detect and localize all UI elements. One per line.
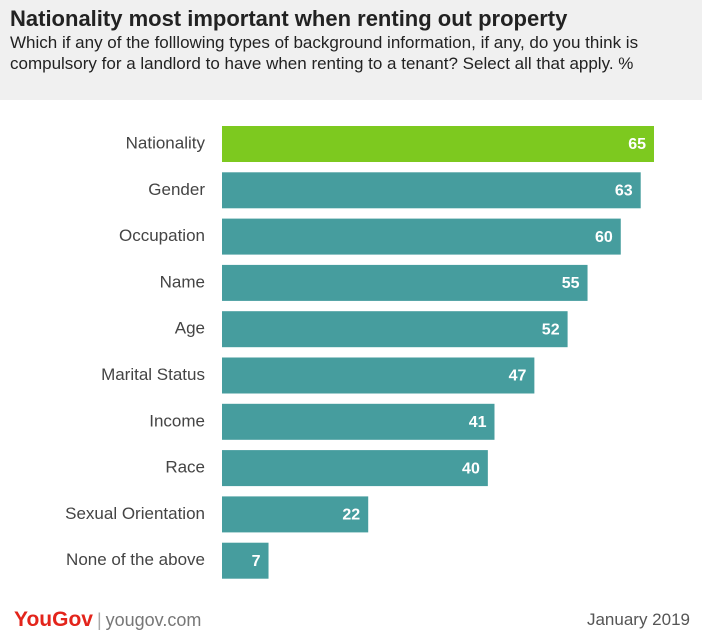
category-label: Gender [148,180,205,199]
value-label: 63 [615,183,633,200]
value-label: 40 [462,460,480,477]
bar [222,403,495,440]
chart-subtitle: Which if any of the folllowing types of … [10,33,639,73]
category-label: Occupation [119,226,205,245]
value-label: 47 [509,368,527,385]
value-label: 41 [469,414,487,431]
header: Nationality most important when renting … [0,0,702,100]
bar [222,172,641,209]
value-label: 60 [595,229,613,246]
bar [222,264,588,301]
category-label: None of the above [66,550,205,569]
bar [222,218,621,255]
value-label: 22 [342,507,360,524]
chart-title: Nationality most important when renting … [10,6,568,31]
separator: | [96,610,102,630]
value-label: 65 [628,136,646,153]
category-label: Age [175,319,205,338]
value-label: 52 [542,321,560,338]
date: January 2019 [586,610,690,629]
value-label: 7 [252,553,261,570]
bar [222,126,654,162]
category-label: Sexual Orientation [65,504,205,523]
category-label: Marital Status [101,365,205,384]
bar [222,357,535,394]
bar [222,542,269,579]
category-label: Nationality [126,133,206,152]
category-label: Income [149,411,205,430]
category-label: Race [165,458,205,477]
footer: YouGov | yougov.com January 2019 [14,608,690,634]
bar [222,496,369,533]
brand: YouGov [14,608,93,631]
category-label: Name [160,272,205,291]
bar [222,311,568,348]
value-label: 55 [562,275,580,292]
site: yougov.com [105,610,202,630]
bar [222,450,488,487]
